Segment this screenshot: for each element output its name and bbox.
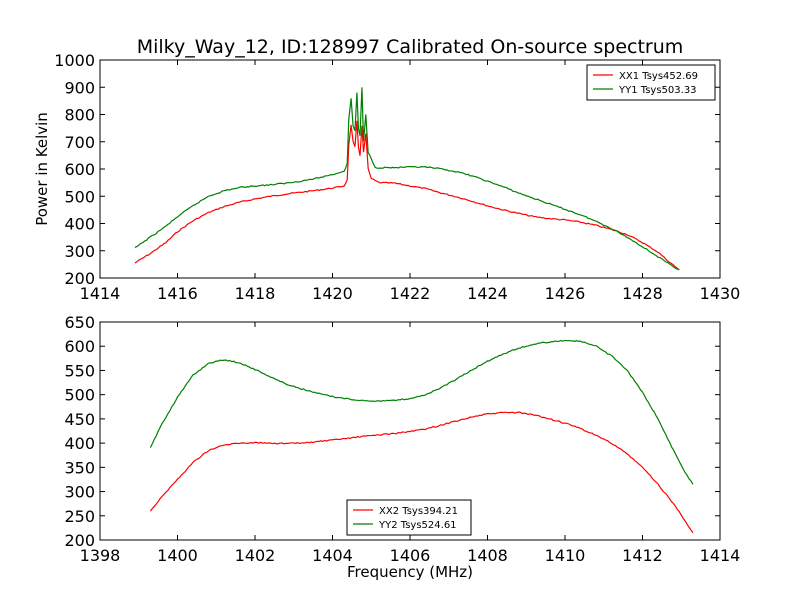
x-tick-label: 1402 — [235, 546, 276, 565]
series-line-2 — [149, 339, 694, 485]
chart-title: Milky_Way_12, ID:128997 Calibrated On-so… — [137, 36, 684, 58]
y-tick-label: 300 — [64, 483, 95, 502]
top-panel: 1414 1416 1418 1420 1422 1424 1426 1428 1430 200 3… — [33, 51, 740, 303]
x-tick-label: 1424 — [467, 284, 508, 303]
y-tick-label: 500 — [64, 187, 95, 206]
x-tick-label: 1414 — [80, 284, 121, 303]
y-tick-label: 200 — [64, 531, 95, 550]
y-tick-label: 400 — [64, 215, 95, 234]
x-tick-label: 1426 — [545, 284, 586, 303]
y-tick-label: 1000 — [54, 51, 95, 70]
y-tick-label: 550 — [64, 361, 95, 380]
y-tick-label: 500 — [64, 386, 95, 405]
x-tick-label: 1410 — [545, 546, 586, 565]
legend-label: XX2 Tsys394.21 — [379, 506, 458, 517]
legend-label: YY1 Tsys503.33 — [618, 85, 697, 96]
x-tick-label: 1404 — [312, 546, 353, 565]
x-tick-label: 1416 — [157, 284, 198, 303]
y-tick-label: 250 — [64, 507, 95, 526]
x-tick-label: 1414 — [700, 546, 741, 565]
y-tick-label: 450 — [64, 410, 95, 429]
y-tick-label: 600 — [64, 160, 95, 179]
legend-label: YY2 Tsys524.61 — [378, 520, 457, 531]
series-line-1 — [134, 120, 680, 271]
legend-label: XX1 Tsys452.69 — [619, 71, 698, 82]
y-axis-label: Power in Kelvin — [33, 112, 51, 226]
y-tick-label: 900 — [64, 78, 95, 97]
bottom-panel: 1398 1400 1402 1404 1406 1408 1410 1412 1414 200 2… — [64, 313, 740, 581]
series-line-1 — [149, 411, 694, 534]
x-tick-label: 1430 — [700, 284, 741, 303]
legend-box — [586, 64, 716, 101]
y-tick-label: 650 — [64, 313, 95, 332]
x-tick-label: 1406 — [390, 546, 431, 565]
x-tick-label: 1398 — [80, 546, 121, 565]
x-axis-label: Frequency (MHz) — [347, 563, 473, 581]
x-tick-label: 1408 — [467, 546, 508, 565]
x-tick-label: 1420 — [312, 284, 353, 303]
y-tick-label: 400 — [64, 434, 95, 453]
x-tick-label: 1428 — [622, 284, 663, 303]
y-tick-label: 300 — [64, 242, 95, 261]
y-tick-label: 350 — [64, 458, 95, 477]
series-line-2 — [134, 87, 680, 271]
x-tick-label: 1412 — [622, 546, 663, 565]
y-tick-label: 600 — [64, 337, 95, 356]
x-tick-label: 1422 — [390, 284, 431, 303]
y-tick-label: 700 — [64, 133, 95, 152]
x-tick-label: 1418 — [235, 284, 276, 303]
y-tick-label: 800 — [64, 106, 95, 125]
x-tick-label: 1400 — [157, 546, 198, 565]
legend-box — [346, 499, 472, 536]
y-tick-label: 200 — [64, 269, 95, 288]
